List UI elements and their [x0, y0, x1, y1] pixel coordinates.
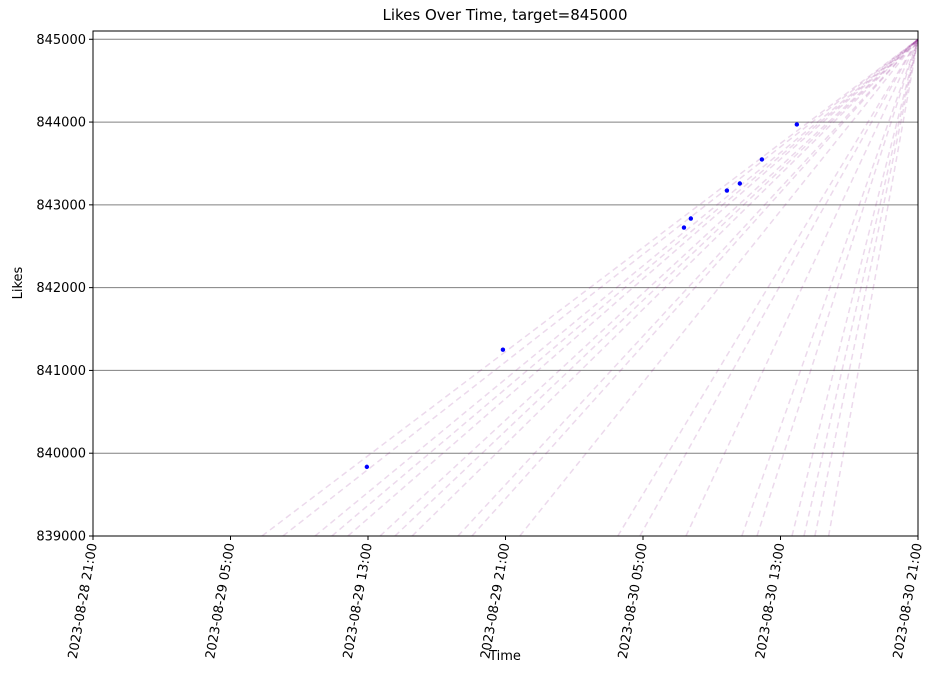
x-tick-label: 2023-08-30 21:00: [891, 542, 926, 660]
projection-line: [756, 39, 918, 536]
x-tick-label: 2023-08-29 21:00: [478, 542, 513, 660]
projection-line: [379, 38, 918, 536]
projection-line: [394, 38, 918, 536]
projection-line: [791, 39, 918, 536]
y-tick-label: 840000: [36, 447, 86, 462]
plot-frame: [92, 30, 919, 537]
point: [364, 464, 370, 470]
point: [759, 157, 765, 162]
x-tick-label: 2023-08-29 13:00: [341, 542, 376, 660]
y-tick-label: 845000: [36, 33, 86, 48]
y-tick-label: 841000: [36, 364, 86, 379]
y-tick-label: 843000: [36, 198, 86, 213]
projection-line: [803, 39, 918, 536]
projection-line: [347, 38, 918, 536]
y-tick-label: 839000: [36, 530, 86, 545]
x-tick-label: 2023-08-30 13:00: [753, 542, 788, 660]
plot-area: [261, 38, 918, 536]
projection-line: [411, 38, 918, 536]
x-tick-label: 2023-08-28 21:00: [66, 542, 101, 660]
projection-line: [457, 38, 918, 536]
projection-line: [827, 39, 918, 536]
point: [688, 216, 694, 221]
point: [794, 122, 800, 127]
projection-line: [741, 39, 918, 536]
projection-line: [639, 38, 918, 536]
point: [500, 347, 506, 352]
projection-line: [282, 38, 918, 536]
x-axis-label: Time: [488, 649, 521, 664]
point: [737, 181, 743, 186]
chart-title: Likes Over Time, target=845000: [382, 6, 627, 24]
y-tick-label: 844000: [36, 116, 86, 131]
projection-line: [814, 39, 918, 536]
x-tick-label: 2023-08-29 05:00: [203, 542, 238, 660]
projection-line: [617, 38, 918, 536]
projection-line: [331, 38, 918, 536]
y-tick-label: 842000: [36, 281, 86, 296]
point: [724, 188, 730, 193]
projection-line: [685, 38, 918, 536]
projection-line: [314, 38, 918, 536]
projection-line: [261, 38, 918, 536]
y-axis-label: Likes: [11, 266, 26, 299]
x-tick-label: 2023-08-30 05:00: [616, 542, 651, 660]
projection-line: [519, 38, 918, 536]
projection-line: [471, 38, 918, 536]
point: [681, 225, 687, 230]
